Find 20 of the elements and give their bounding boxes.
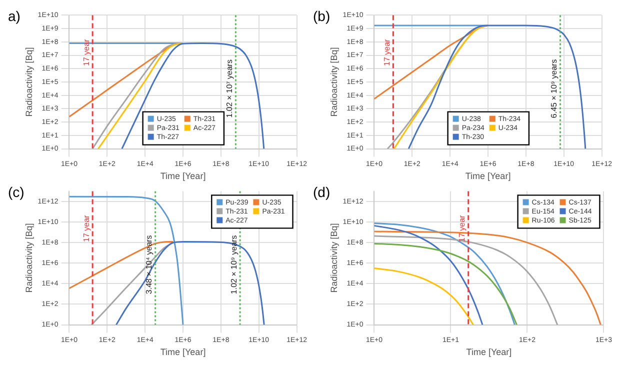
ref-line-label: 17 year — [82, 214, 91, 242]
ref-line-label: 17 year — [458, 214, 467, 242]
chart-title: (b) — [313, 8, 330, 24]
ref-line-label: 1.02 × 10⁹ years — [229, 235, 238, 294]
x-axis-title: Time [Year] — [465, 171, 511, 182]
chart-title: (d) — [313, 184, 330, 200]
ref-line-label: 1.02 × 10⁷ years — [224, 60, 234, 118]
x-axis-title: Time [Year] — [160, 171, 206, 182]
ref-line-label: 17 year — [82, 38, 91, 66]
x-axis-title: Time [Year] — [466, 347, 512, 358]
ref-line-label: 3.48 × 10⁴ years — [144, 235, 154, 294]
chart-title: a) — [8, 8, 20, 24]
ref-line-label: 17 year — [382, 38, 392, 66]
y-axis-title: Radioactivity [Bq] — [24, 223, 34, 293]
chart-title: (c) — [8, 184, 24, 200]
y-axis-title: Radioactivity [Bq] — [328, 47, 339, 117]
y-axis-title: Radioactivity [Bq] — [328, 223, 339, 293]
x-axis-title: Time [Year] — [160, 347, 206, 358]
y-axis-title: Radioactivity [Bq] — [24, 47, 34, 117]
ref-line-label: 6.45 × 10⁹ years — [549, 59, 558, 118]
